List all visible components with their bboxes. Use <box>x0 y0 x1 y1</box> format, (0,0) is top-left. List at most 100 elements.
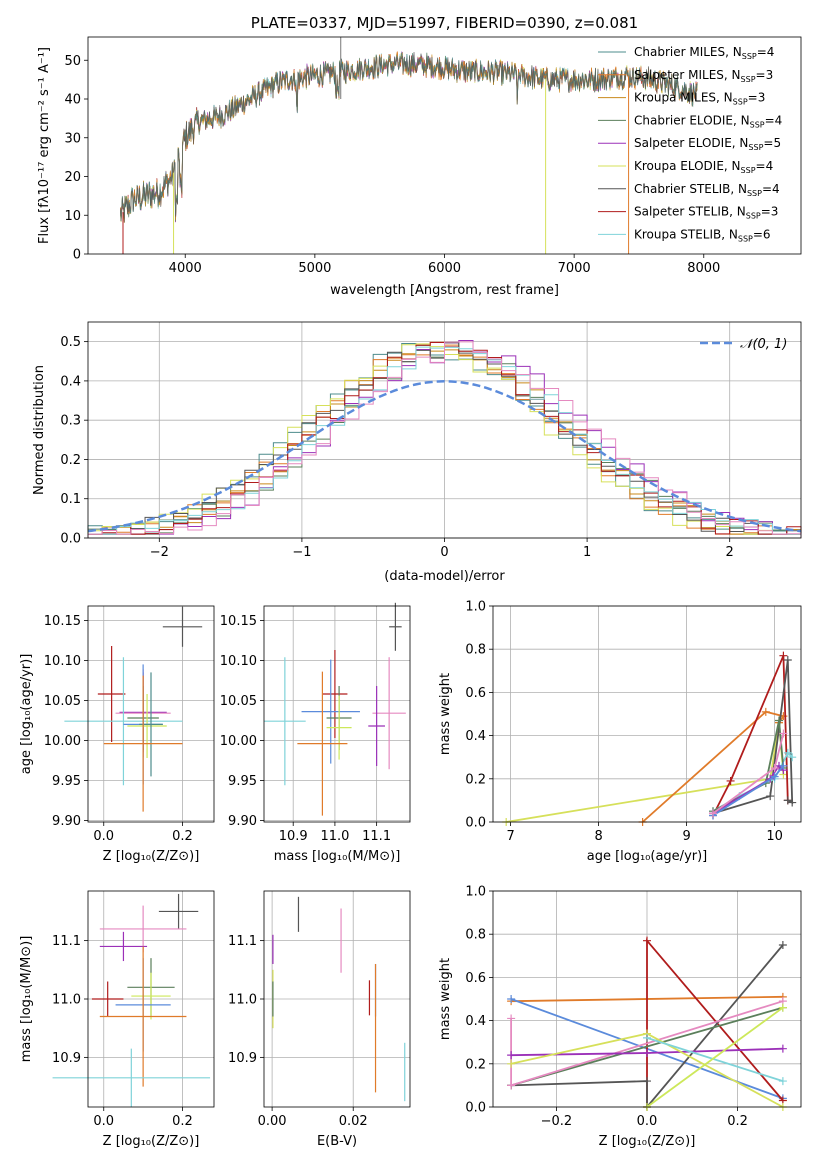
legend-subscript: SSP <box>741 75 756 84</box>
weight-line <box>641 710 785 823</box>
weight-marker <box>507 995 516 1003</box>
y-tick-label: 9.95 <box>52 774 81 789</box>
legend-value: =3 <box>756 68 774 82</box>
legend-label: Chabrier STELIB, NSSP=4 <box>634 182 780 198</box>
spectrum-panel: 4000 5000 6000 7000 8000 0 10 20 30 40 50 wavelengt… <box>37 14 802 298</box>
legend-subscript: SSP <box>746 212 761 221</box>
legend-text: Kroupa STELIB, N <box>634 227 738 241</box>
spectrum-marks <box>120 37 698 254</box>
x-tick-label: 0.2 <box>172 829 193 844</box>
x-tick-label: 4000 <box>169 261 202 276</box>
y-tick-label: 10.05 <box>44 694 81 709</box>
weight-marker <box>761 707 770 716</box>
spectrum-line <box>120 52 698 221</box>
y-axis-label: mass weight <box>438 958 453 1040</box>
weight-marker <box>643 936 651 945</box>
legend-label: Kroupa STELIB, NSSP=6 <box>634 227 771 243</box>
legend-text: Chabrier ELODIE, N <box>634 113 750 127</box>
y-tick-label: 9.90 <box>228 814 257 829</box>
legend-value: =6 <box>753 227 771 241</box>
y-tick-label: 10.10 <box>220 654 257 669</box>
legend-value: =3 <box>761 205 779 219</box>
mass_vs_Z-marks <box>52 893 211 1107</box>
y-tick-label: 0.8 <box>465 928 486 943</box>
weight-marker <box>783 748 792 757</box>
weight-marker <box>783 656 792 664</box>
weight-marker <box>778 1044 787 1053</box>
y-tick-label: 0.2 <box>465 1057 486 1072</box>
y-axis-label: mass [log₁₀(M/M⊙)] <box>19 936 34 1063</box>
y-tick-label: 10 <box>64 209 81 224</box>
weight-marker <box>788 798 797 807</box>
x-tick-label: 11.0 <box>320 829 349 844</box>
y-tick-label: 10.05 <box>220 694 257 709</box>
legend-label: Chabrier MILES, NSSP=4 <box>634 45 774 61</box>
y-tick-label: 10.9 <box>228 1051 257 1066</box>
x-tick-label: 10.9 <box>279 829 308 844</box>
weight-marker <box>779 761 788 770</box>
y-tick-label: 10.15 <box>44 614 81 629</box>
weight_vs_Z-marks <box>507 936 787 1111</box>
x-tick-label: 8 <box>594 829 602 844</box>
y-tick-label: 11.1 <box>228 934 257 949</box>
weight-marker <box>643 1077 651 1086</box>
y-tick-label: 10.00 <box>220 734 257 749</box>
y-tick-label: 40 <box>64 93 81 108</box>
axes-frame <box>87 321 802 539</box>
x-axis-label: age [log₁₀(age/yr)] <box>587 849 708 864</box>
y-tick-label: 30 <box>64 131 81 146</box>
legend-text: Salpeter ELODIE, N <box>634 136 748 150</box>
y-tick-label: 0.6 <box>465 971 486 986</box>
weight-line <box>510 1006 784 1087</box>
weight-marker <box>709 809 717 818</box>
weight-marker <box>643 1033 651 1042</box>
axes-frame <box>263 605 411 823</box>
y-tick-label: 0.2 <box>60 453 81 468</box>
legend-value: =4 <box>756 159 774 173</box>
axes-frame <box>87 890 215 1108</box>
x-tick-label: 0.0 <box>637 1114 658 1129</box>
x-tick-label: 7000 <box>558 261 591 276</box>
y-tick-label: 20 <box>64 170 81 185</box>
y-tick-label: 11.0 <box>52 993 81 1008</box>
x-tick-label: 6000 <box>428 261 461 276</box>
x-tick-label: 0.2 <box>172 1114 193 1129</box>
legend-text: Salpeter MILES, N <box>634 68 741 82</box>
legend-label: Kroupa MILES, NSSP=3 <box>634 91 765 107</box>
legend-value: =4 <box>765 113 783 127</box>
weight-marker <box>788 753 797 762</box>
legend-text: Salpeter STELIB, N <box>634 205 746 219</box>
x-tick-label: 8000 <box>687 261 720 276</box>
weight-marker <box>766 792 775 801</box>
gaussian-curve <box>87 380 802 533</box>
x-tick-label: 5000 <box>298 261 331 276</box>
legend-text: Kroupa ELODIE, N <box>634 159 741 173</box>
legend-subscript: SSP <box>750 120 765 129</box>
y-tick-label: 0.0 <box>465 816 486 831</box>
residuals-panel: −2 −1 0 1 2 0.0 0.1 0.2 0.3 0.4 0.5 (data-model)/er… <box>32 321 802 584</box>
weight-marker <box>507 1059 516 1068</box>
legend-text: Chabrier STELIB, N <box>634 182 747 196</box>
y-tick-label: 0.4 <box>465 729 486 744</box>
x-axis-label: E(B-V) <box>317 1134 357 1149</box>
legend-label: 𝒩(0, 1) <box>740 337 787 352</box>
y-tick-label: 10.15 <box>220 614 257 629</box>
y-axis-label: Flux [fλ10⁻¹⁷ erg cm⁻² s⁻¹ A⁻¹] <box>37 47 52 244</box>
age_vs_Z-marks <box>64 606 203 812</box>
x-tick-label: 0 <box>440 545 448 560</box>
weight-marker <box>779 651 788 660</box>
weight-marker <box>778 1003 787 1012</box>
legend-value: =4 <box>762 182 780 196</box>
weight_vs_Z-panel: −0.2 0.0 0.2 0.0 0.2 0.4 0.6 0.8 1.0 Z [log₁₀(Z/Z… <box>438 885 802 1149</box>
weight-line <box>646 1037 784 1082</box>
y-tick-label: 10.9 <box>52 1051 81 1066</box>
weight-marker <box>726 776 735 785</box>
y-tick-label: 0.3 <box>60 414 81 429</box>
mass_vs_ebv-marks <box>272 896 406 1102</box>
weight-marker <box>778 1077 787 1086</box>
weight-marker <box>783 796 792 805</box>
axes-frame <box>492 890 802 1108</box>
x-tick-label: 11.1 <box>362 829 391 844</box>
